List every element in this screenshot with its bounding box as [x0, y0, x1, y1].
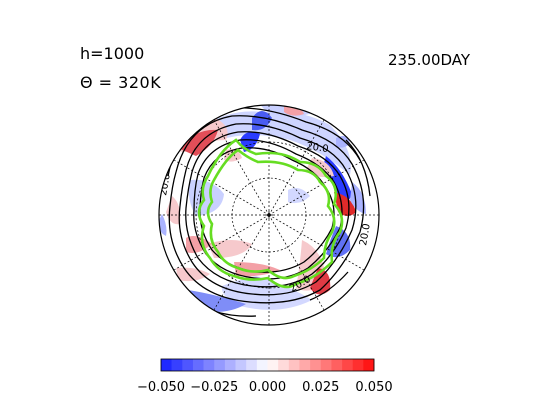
map-boundary: [158, 104, 380, 326]
h-label: h=1000: [80, 44, 145, 63]
colorbar-cell: [192, 359, 204, 371]
pole-marker: [265, 211, 273, 219]
colorbar-tick-label: 0.050: [355, 380, 392, 395]
colorbar-cell: [224, 359, 236, 371]
colorbar-cell: [256, 359, 268, 371]
colorbar-cell: [352, 359, 364, 371]
green-contour: [197, 138, 344, 289]
colorbar-cell: [161, 359, 172, 371]
colorbar-cell: [342, 359, 353, 371]
colorbar: −0.050 −0.025 0.000 0.025 0.050: [137, 358, 393, 395]
colorbar-cell: [171, 359, 183, 371]
time-label: 235.00DAY: [388, 51, 471, 69]
contour-label: 20.0: [306, 141, 330, 155]
colorbar-cell: [182, 359, 194, 371]
anomaly-blob: [336, 136, 350, 148]
colorbar-tick-label: −0.025: [190, 380, 238, 395]
colorbar-cell: [203, 359, 215, 371]
theta-label: Θ = 320K: [80, 73, 162, 92]
colorbar-cell: [235, 359, 247, 371]
anomaly-blob: [288, 188, 310, 204]
anomaly-blob: [176, 267, 210, 282]
colorbar-cell: [214, 359, 226, 371]
colorbar-frame: [160, 358, 375, 372]
anomaly-blob: [310, 268, 331, 295]
colorbar-tick-label: 0.000: [249, 380, 286, 395]
colorbar-cell: [299, 359, 311, 371]
colorbar-ticks: −0.050 −0.025 0.000 0.025 0.050: [137, 380, 393, 395]
anomaly-blob: [166, 196, 181, 225]
colorbar-cell: [288, 359, 300, 371]
map-field: 20.0 20.0 20.0 20.0: [159, 105, 379, 325]
colorbar-tick-label: 0.025: [302, 380, 339, 395]
colorbar-cell: [246, 359, 258, 371]
colorbar-cell: [310, 359, 322, 371]
colorbar-tick-label: −0.050: [137, 380, 185, 395]
anomaly-blob: [188, 179, 224, 216]
colorbar-cell: [363, 359, 375, 371]
colorbar-cells: [161, 359, 375, 371]
anomaly-blob: [252, 111, 272, 131]
colorbar-cell: [331, 359, 343, 371]
contour-label: 20.0: [358, 223, 373, 247]
colorbar-cell: [320, 359, 332, 371]
colorbar-cell: [267, 359, 279, 371]
anomaly-blob: [200, 111, 351, 175]
colorbar-cell: [278, 359, 290, 371]
